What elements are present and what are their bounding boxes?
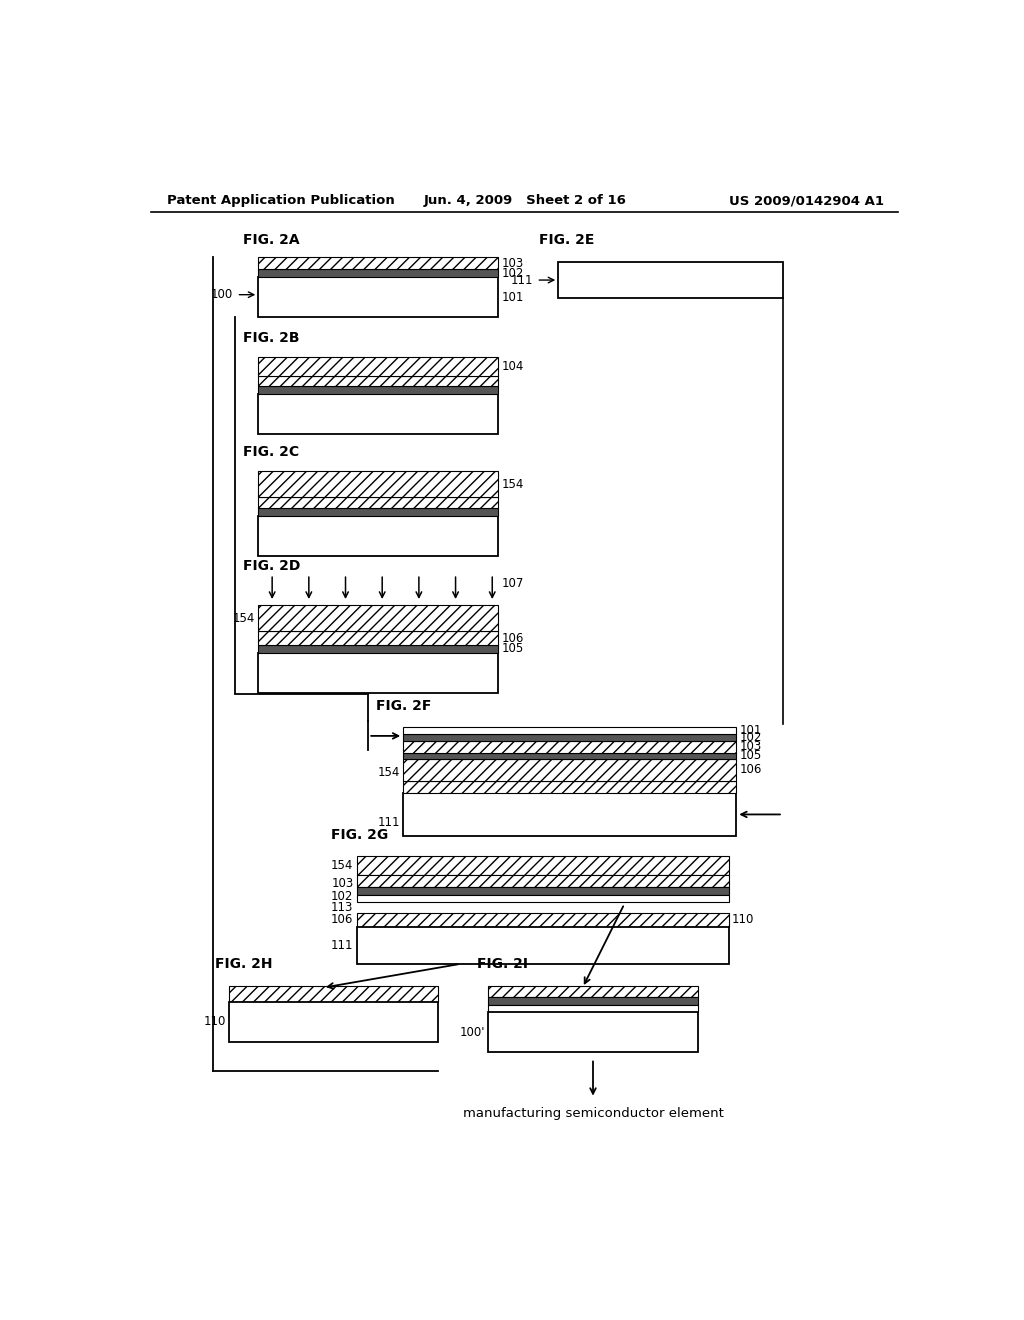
Text: FIG. 2A: FIG. 2A: [243, 232, 299, 247]
Bar: [403, 741, 736, 752]
Text: 113: 113: [331, 902, 353, 915]
Bar: [356, 887, 729, 895]
Bar: [258, 257, 499, 269]
Text: FIG. 2G: FIG. 2G: [331, 828, 388, 842]
Text: 154: 154: [232, 611, 255, 624]
Bar: [258, 387, 499, 395]
Text: 111: 111: [511, 273, 534, 286]
Bar: [356, 895, 729, 903]
Bar: [258, 508, 499, 516]
Bar: [258, 516, 499, 556]
Text: FIG. 2E: FIG. 2E: [539, 232, 594, 247]
Bar: [403, 793, 736, 836]
Text: 106: 106: [502, 631, 524, 644]
Bar: [258, 498, 499, 508]
Text: 100: 100: [211, 288, 233, 301]
Bar: [558, 263, 783, 298]
Text: 105: 105: [739, 750, 762, 763]
Bar: [258, 653, 499, 693]
Bar: [228, 986, 438, 1002]
Text: FIG. 2C: FIG. 2C: [243, 445, 299, 459]
Bar: [228, 1002, 438, 1041]
Text: FIG. 2I: FIG. 2I: [477, 957, 527, 970]
Bar: [258, 471, 499, 498]
Bar: [488, 986, 697, 997]
Text: FIG. 2D: FIG. 2D: [243, 558, 300, 573]
Bar: [356, 874, 729, 887]
Bar: [258, 605, 499, 631]
Bar: [258, 358, 499, 376]
Text: manufacturing semiconductor element: manufacturing semiconductor element: [463, 1107, 723, 1121]
Text: 154: 154: [502, 478, 524, 491]
Bar: [403, 734, 736, 741]
Bar: [258, 269, 499, 277]
Bar: [258, 645, 499, 653]
Text: 111: 111: [378, 816, 400, 829]
Text: Patent Application Publication: Patent Application Publication: [167, 194, 394, 207]
Text: 102: 102: [502, 267, 524, 280]
Text: 111: 111: [331, 939, 353, 952]
Bar: [258, 395, 499, 434]
Text: 110: 110: [204, 1015, 225, 1028]
Text: FIG. 2H: FIG. 2H: [215, 957, 272, 970]
Text: 110: 110: [732, 913, 754, 927]
Bar: [403, 726, 736, 734]
Text: 101: 101: [502, 290, 524, 304]
Bar: [258, 277, 499, 317]
Bar: [488, 997, 697, 1005]
Bar: [258, 376, 499, 387]
Text: 102: 102: [331, 890, 353, 903]
Bar: [403, 780, 736, 793]
Text: 106: 106: [331, 913, 353, 927]
Text: 106: 106: [739, 763, 762, 776]
Bar: [356, 855, 729, 874]
Text: 102: 102: [739, 731, 762, 744]
Bar: [356, 913, 729, 927]
Bar: [488, 1005, 697, 1012]
Bar: [356, 927, 729, 964]
Bar: [488, 1012, 697, 1052]
Text: 101: 101: [739, 723, 762, 737]
Text: Jun. 4, 2009   Sheet 2 of 16: Jun. 4, 2009 Sheet 2 of 16: [423, 194, 627, 207]
Text: 105: 105: [502, 643, 524, 656]
Bar: [403, 759, 736, 780]
Text: 104: 104: [502, 360, 524, 372]
Text: 154: 154: [378, 767, 400, 779]
Text: FIG. 2F: FIG. 2F: [376, 698, 431, 713]
Text: 107: 107: [502, 577, 524, 590]
Bar: [258, 631, 499, 645]
Text: 103: 103: [739, 741, 762, 754]
Text: FIG. 2B: FIG. 2B: [243, 331, 299, 345]
Text: 100': 100': [460, 1026, 485, 1039]
Bar: [403, 752, 736, 759]
Text: 103: 103: [502, 256, 524, 269]
Text: US 2009/0142904 A1: US 2009/0142904 A1: [729, 194, 884, 207]
Text: 154: 154: [331, 859, 353, 871]
Text: 103: 103: [332, 878, 353, 890]
